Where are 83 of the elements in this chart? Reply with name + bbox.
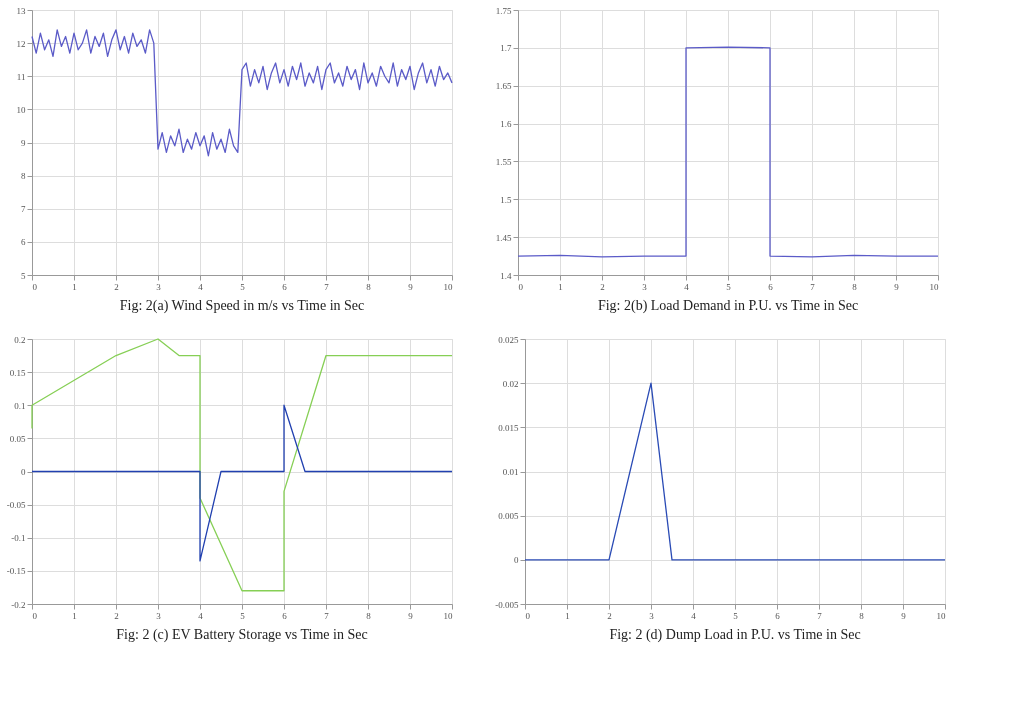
x-tick-label: 2: [114, 610, 119, 621]
x-tick-label: 5: [240, 610, 246, 621]
y-tick-label: 13: [16, 5, 26, 16]
x-tick-label: 10: [929, 281, 939, 292]
x-tick-label: 9: [894, 281, 900, 292]
x-tick-label: 6: [775, 610, 781, 621]
y-tick-label: 0.025: [498, 334, 519, 345]
x-tick-label: 2: [114, 281, 119, 292]
x-tick-label: 6: [768, 281, 774, 292]
y-tick-label: 8: [21, 171, 26, 182]
x-tick-label: 10: [443, 281, 453, 292]
x-tick-label: 3: [642, 281, 648, 292]
y-tick-label: 1.65: [495, 81, 512, 92]
x-tick-label: 2: [607, 610, 612, 621]
x-tick-label: 4: [684, 281, 690, 292]
line-series: [517, 46, 939, 258]
x-tick-label: 4: [691, 610, 697, 621]
x-tick-label: 3: [156, 610, 162, 621]
y-tick-label: 0.05: [9, 433, 26, 444]
x-tick-label: 5: [726, 281, 732, 292]
y-tick-label: -0.1: [11, 533, 26, 544]
x-tick-label: 1: [558, 281, 563, 292]
y-tick-label: 7: [21, 204, 26, 215]
x-tick-label: 5: [240, 281, 246, 292]
x-tick-label: 10: [443, 610, 453, 621]
x-tick-label: 1: [565, 610, 570, 621]
y-tick-label: 1.4: [500, 270, 512, 281]
x-tick-label: 6: [282, 281, 288, 292]
text: Fig: 2 (d) Dump Load in P.U. vs Time in Sec: [609, 627, 861, 643]
x-tick-label: 3: [156, 281, 162, 292]
y-tick-label: 0.15: [9, 367, 26, 378]
y-tick-label: 0.1: [14, 400, 26, 411]
y-tick-label: 0.02: [502, 378, 519, 389]
x-tick-label: 4: [198, 281, 204, 292]
y-tick-label: 0.005: [498, 511, 519, 522]
x-tick-label: 2: [600, 281, 605, 292]
x-tick-label: 9: [408, 610, 414, 621]
y-tick-label: 1.55: [495, 156, 512, 167]
y-tick-label: 0.2: [14, 334, 26, 345]
x-tick-label: 7: [324, 281, 330, 292]
y-tick-label: 6: [21, 237, 26, 248]
y-tick-label: 0.01: [502, 467, 519, 477]
text: Fig: 2 (c) EV Battery Storage vs Time in Sec: [116, 627, 368, 643]
x-tick-label: 7: [810, 281, 816, 292]
y-tick-label: -0.005: [495, 599, 519, 610]
y-tick-label: -0.05: [6, 500, 26, 511]
x-tick-label: 8: [852, 281, 858, 292]
text: Fig: 2(b) Load Demand in P.U. vs Time in Sec: [597, 298, 859, 314]
x-tick-label: 0: [32, 610, 38, 621]
x-tick-label: 8: [859, 610, 865, 621]
y-tick-label: 0: [21, 467, 26, 477]
y-tick-label: -0.15: [6, 566, 26, 577]
x-tick-label: 9: [901, 610, 907, 621]
y-tick-label: 9: [21, 138, 26, 148]
x-tick-label: 0: [525, 610, 531, 621]
text: Fig: 2(a) Wind Speed in m/s vs Time in Sec: [119, 298, 365, 314]
x-tick-label: 7: [324, 610, 330, 621]
x-tick-label: 5: [733, 610, 739, 621]
y-tick-label: 1.45: [495, 232, 512, 243]
y-tick-label: 1.7: [500, 43, 512, 54]
x-tick-label: 0: [32, 281, 38, 292]
line-series: [31, 29, 453, 157]
y-tick-label: 5: [21, 270, 26, 281]
x-tick-label: 8: [366, 281, 372, 292]
x-tick-label: 3: [649, 610, 655, 621]
y-tick-label: 12: [16, 38, 26, 49]
y-tick-label: 1.5: [500, 194, 512, 205]
x-tick-label: 4: [198, 610, 204, 621]
line-series: [31, 338, 453, 592]
x-tick-label: 7: [817, 610, 823, 621]
y-tick-label: 0.015: [498, 422, 519, 433]
y-tick-label: 1.75: [495, 5, 512, 16]
x-tick-label: 9: [408, 281, 414, 292]
x-tick-label: 1: [72, 610, 77, 621]
x-tick-label: 1: [72, 281, 77, 292]
y-tick-label: 0: [514, 555, 519, 566]
x-tick-label: 6: [282, 610, 288, 621]
y-tick-label: 11: [16, 71, 26, 82]
x-tick-label: 10: [936, 610, 946, 621]
x-tick-label: 8: [366, 610, 372, 621]
y-tick-label: -0.2: [11, 599, 26, 610]
y-tick-label: 10: [16, 104, 26, 115]
y-tick-label: 1.6: [500, 119, 512, 130]
